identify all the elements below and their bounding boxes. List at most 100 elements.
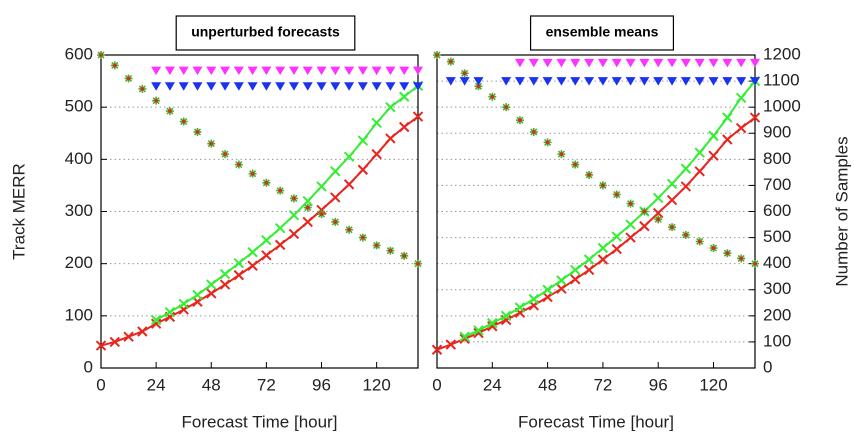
marker	[570, 274, 581, 285]
marker	[413, 82, 423, 91]
y2-tick-label: 1200	[763, 44, 801, 63]
marker	[528, 77, 539, 86]
y2-tick-label: 500	[763, 227, 791, 246]
marker	[473, 77, 484, 86]
marker-part	[684, 233, 688, 237]
marker	[514, 302, 526, 313]
marker	[735, 92, 747, 103]
marker	[316, 66, 327, 76]
marker	[233, 66, 244, 76]
marker	[371, 148, 382, 160]
marker	[653, 192, 664, 204]
marker	[343, 151, 355, 162]
marker	[288, 82, 299, 91]
marker	[597, 254, 609, 265]
marker	[344, 66, 355, 76]
marker	[556, 58, 567, 68]
marker	[123, 331, 134, 342]
marker-part	[725, 251, 730, 256]
series-line	[100, 115, 419, 347]
marker	[289, 194, 298, 203]
marker	[708, 58, 719, 68]
marker	[488, 92, 497, 101]
marker	[110, 61, 119, 70]
marker	[640, 207, 649, 216]
marker-part	[126, 76, 131, 81]
marker	[460, 69, 469, 78]
marker	[625, 77, 636, 86]
marker	[150, 314, 162, 326]
marker	[597, 58, 608, 68]
y-tick-label: 200	[65, 253, 93, 272]
marker	[570, 77, 581, 86]
x-tick-label: 120	[699, 375, 727, 394]
marker-part	[374, 243, 379, 248]
marker-part	[476, 84, 481, 89]
title-box	[529, 15, 675, 51]
marker	[749, 112, 761, 123]
marker	[570, 264, 581, 276]
marker	[667, 77, 678, 86]
marker	[542, 77, 553, 86]
marker	[219, 268, 231, 280]
marker	[206, 288, 217, 299]
marker	[750, 58, 760, 68]
marker	[178, 298, 189, 310]
series-line	[436, 116, 756, 351]
x-axis-label: Forecast Time [hour]	[518, 412, 674, 431]
marker	[556, 77, 567, 86]
y-tick-label: 0	[84, 357, 93, 376]
marker	[694, 166, 705, 177]
marker	[150, 318, 162, 329]
marker	[261, 234, 272, 246]
marker	[331, 217, 340, 226]
marker	[529, 127, 538, 136]
marker	[694, 147, 705, 158]
marker	[666, 194, 678, 206]
marker	[316, 181, 327, 192]
marker-part	[531, 130, 536, 134]
marker	[723, 249, 732, 258]
y2-tick-label: 0	[763, 357, 772, 376]
marker	[274, 222, 286, 234]
marker	[95, 340, 107, 351]
marker	[220, 82, 231, 91]
y2-axis-label: Number of Samples	[832, 136, 851, 286]
marker	[261, 82, 272, 91]
marker	[371, 117, 382, 129]
y2-tick-label: 300	[763, 279, 791, 298]
marker	[357, 135, 369, 146]
title-box	[175, 15, 356, 51]
marker	[571, 160, 580, 169]
marker	[639, 220, 650, 232]
marker	[275, 66, 286, 76]
marker	[639, 77, 650, 86]
marker	[585, 170, 594, 179]
x-tick-label: 24	[483, 375, 502, 394]
y-tick-label: 300	[65, 201, 93, 220]
marker-part	[462, 71, 467, 76]
series-line	[464, 80, 756, 338]
marker	[316, 204, 327, 216]
marker-part	[711, 246, 716, 250]
y-axis-label: Track MERR	[9, 163, 28, 260]
marker	[414, 259, 422, 268]
marker	[667, 58, 678, 68]
marker	[220, 66, 231, 76]
marker	[192, 66, 203, 76]
marker-part	[559, 152, 564, 156]
marker	[151, 66, 162, 76]
x-tick-label: 96	[649, 375, 668, 394]
marker	[515, 116, 524, 125]
marker-part	[209, 141, 214, 146]
marker	[722, 58, 733, 68]
marker	[275, 82, 286, 91]
marker	[653, 58, 664, 68]
marker	[680, 163, 692, 174]
marker	[399, 82, 410, 91]
marker	[542, 284, 553, 295]
marker	[97, 51, 105, 59]
marker	[433, 51, 441, 59]
marker-part	[656, 217, 661, 222]
marker-part	[388, 248, 393, 253]
